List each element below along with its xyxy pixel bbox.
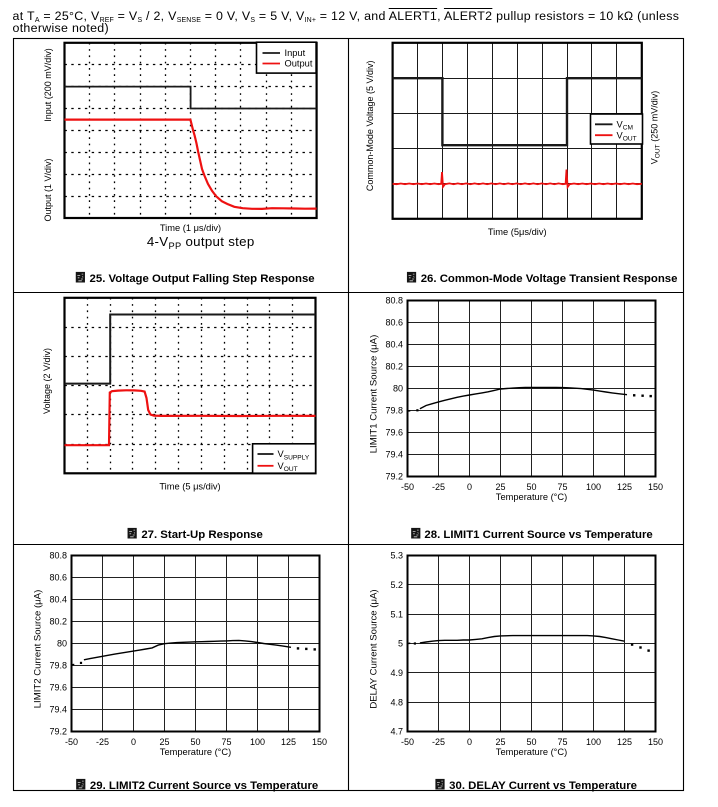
svg-text:150: 150 <box>648 737 663 747</box>
svg-text:79.4: 79.4 <box>385 450 403 460</box>
svg-text:4.9: 4.9 <box>390 668 403 678</box>
svg-text:125: 125 <box>617 482 632 492</box>
svg-text:Input: Input <box>285 48 306 58</box>
svg-text:Common-Mode Voltage (5 V/div): Common-Mode Voltage (5 V/div) <box>365 61 375 192</box>
svg-text:100: 100 <box>250 737 265 747</box>
svg-text:Output: Output <box>285 59 313 69</box>
svg-text:79.8: 79.8 <box>49 661 67 671</box>
svg-text:Temperature (°C): Temperature (°C) <box>496 747 567 757</box>
svg-text:79.6: 79.6 <box>49 683 67 693</box>
svg-text:Temperature (°C): Temperature (°C) <box>160 747 231 757</box>
svg-text:79.2: 79.2 <box>49 727 67 737</box>
svg-text:79.2: 79.2 <box>385 472 403 482</box>
svg-text:25: 25 <box>159 737 169 747</box>
svg-text:Voltage (2 V/div): Voltage (2 V/div) <box>42 348 52 414</box>
svg-text:80.8: 80.8 <box>385 296 403 306</box>
svg-text:Temperature (°C): Temperature (°C) <box>496 492 567 502</box>
svg-text:80: 80 <box>57 639 67 649</box>
svg-text:150: 150 <box>312 737 327 747</box>
svg-text:-25: -25 <box>432 482 445 492</box>
svg-text:-25: -25 <box>432 737 445 747</box>
svg-text:50: 50 <box>526 737 536 747</box>
svg-text:80.4: 80.4 <box>49 595 67 605</box>
svg-text:75: 75 <box>557 737 567 747</box>
svg-text:0: 0 <box>131 737 136 747</box>
svg-text:4.8: 4.8 <box>390 697 403 707</box>
svg-text:25: 25 <box>495 737 505 747</box>
svg-text:100: 100 <box>586 737 601 747</box>
svg-text:DELAY Current Source (μA): DELAY Current Source (μA) <box>369 589 380 708</box>
svg-text:125: 125 <box>617 737 632 747</box>
svg-text:75: 75 <box>557 482 567 492</box>
svg-text:5.2: 5.2 <box>390 580 403 590</box>
svg-text:80.2: 80.2 <box>49 617 67 627</box>
svg-text:Time (5 μs/div): Time (5 μs/div) <box>159 482 220 492</box>
svg-text:79.4: 79.4 <box>49 705 67 715</box>
svg-text:4-VPP​ output step: 4-VPP​ output step <box>147 234 255 251</box>
svg-text:-50: -50 <box>65 737 78 747</box>
svg-text:25: 25 <box>495 482 505 492</box>
svg-text:79.6: 79.6 <box>385 428 403 438</box>
svg-text:-50: -50 <box>401 737 414 747</box>
svg-text:80.6: 80.6 <box>49 573 67 583</box>
svg-text:80.4: 80.4 <box>385 340 403 350</box>
svg-text:-50: -50 <box>401 482 414 492</box>
svg-text:80: 80 <box>393 384 403 394</box>
svg-text:50: 50 <box>526 482 536 492</box>
svg-text:79.8: 79.8 <box>385 406 403 416</box>
svg-text:150: 150 <box>648 482 663 492</box>
svg-text:5.1: 5.1 <box>390 609 403 619</box>
svg-text:LIMIT2 Current Source (μA): LIMIT2 Current Source (μA) <box>33 590 44 709</box>
svg-text:75: 75 <box>221 737 231 747</box>
svg-text:5.3: 5.3 <box>390 551 403 561</box>
svg-text:80.2: 80.2 <box>385 362 403 372</box>
svg-text:-25: -25 <box>96 737 109 747</box>
svg-text:125: 125 <box>281 737 296 747</box>
svg-text:0: 0 <box>467 737 472 747</box>
svg-text:Output (1 V/div): Output (1 V/div) <box>43 158 53 221</box>
svg-text:50: 50 <box>190 737 200 747</box>
svg-text:LIMIT1 Current Source (μA): LIMIT1 Current Source (μA) <box>369 335 380 454</box>
svg-text:80.6: 80.6 <box>385 318 403 328</box>
svg-text:5: 5 <box>398 639 403 649</box>
svg-text:4.7: 4.7 <box>390 727 403 737</box>
svg-text:0: 0 <box>467 482 472 492</box>
svg-text:100: 100 <box>586 482 601 492</box>
svg-text:Time (1 μs/div): Time (1 μs/div) <box>160 223 221 233</box>
svg-text:VOUT​ (250 mV/div): VOUT​ (250 mV/div) <box>650 91 662 164</box>
svg-text:80.8: 80.8 <box>49 551 67 561</box>
svg-text:Input (200 mV/div): Input (200 mV/div) <box>43 48 53 122</box>
svg-text:Time (5μs/div): Time (5μs/div) <box>488 227 547 237</box>
